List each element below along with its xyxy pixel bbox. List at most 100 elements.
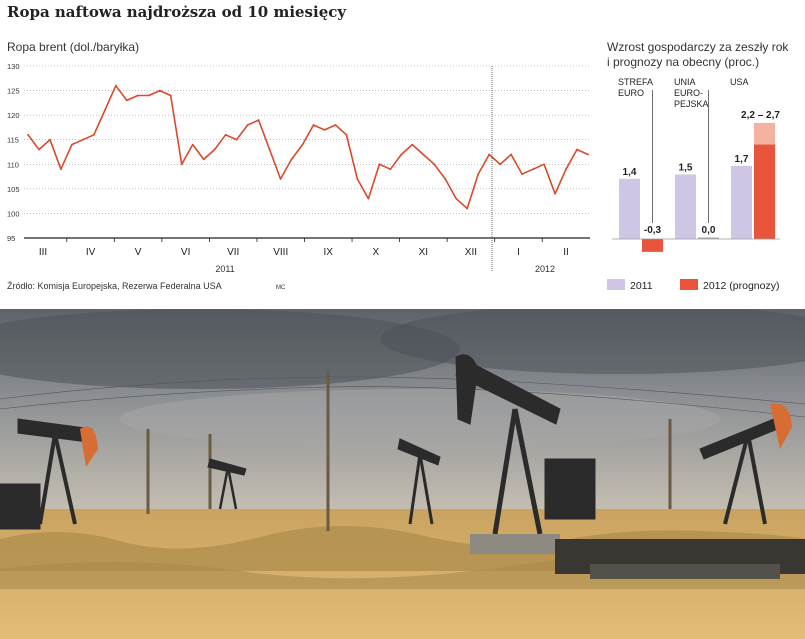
- bar-chart-title-line1: Wzrost gospodarczy za zeszły rok: [607, 40, 789, 54]
- bar-2011-value: 1,7: [735, 154, 749, 165]
- data-point: [158, 89, 161, 92]
- bar-2011: [675, 174, 696, 239]
- oil-field-photo: [0, 309, 805, 639]
- line-chart-grid: [24, 65, 590, 214]
- legend-swatch-2012: [680, 279, 698, 290]
- data-point: [82, 138, 84, 141]
- bar-2012-value: -0,3: [644, 225, 662, 236]
- month-label: X: [372, 247, 379, 258]
- bar-chart-legend: 2011 2012 (prognozy): [607, 279, 779, 292]
- category-label: USA: [730, 77, 749, 87]
- bar-2012-range: [754, 122, 775, 145]
- data-point: [301, 143, 304, 146]
- data-point: [378, 163, 381, 166]
- data-point: [455, 197, 458, 200]
- data-point: [367, 197, 370, 200]
- line-chart-title: Ropa brent (dol./baryłka): [7, 40, 139, 54]
- data-point: [356, 178, 359, 180]
- line-chart-x-labels: III IV V VI VII VIII IX X XI XII I II: [39, 238, 569, 258]
- month-label: II: [563, 247, 569, 258]
- data-point: [488, 153, 491, 156]
- data-point: [180, 163, 183, 166]
- data-point: [38, 148, 40, 151]
- category-label: PEJSKA: [674, 99, 709, 109]
- bar-2012: [698, 237, 719, 239]
- data-point: [213, 148, 216, 151]
- data-point: [587, 153, 589, 156]
- month-label: XII: [465, 247, 477, 258]
- data-point: [169, 94, 172, 97]
- month-label: IX: [324, 247, 334, 258]
- category-label: STREFA: [618, 77, 653, 87]
- category-label: UNIA: [674, 77, 696, 87]
- y-tick-label: 105: [7, 185, 20, 194]
- month-label: VII: [227, 247, 239, 258]
- data-point: [235, 138, 238, 141]
- data-point: [389, 168, 392, 171]
- infographic: Ropa brent (dol./baryłka) 95 100 105 110 115…: [7, 40, 789, 292]
- page-title: Ropa naftowa najdroższa od 10 miesięcy: [7, 3, 347, 21]
- data-point: [477, 173, 480, 176]
- data-point: [466, 207, 469, 210]
- data-point: [400, 153, 403, 156]
- data-point: [27, 133, 29, 136]
- data-point: [60, 168, 62, 171]
- data-point: [257, 119, 260, 121]
- y-tick-label: 120: [7, 111, 20, 120]
- data-point: [290, 158, 293, 161]
- y-tick-label: 115: [7, 136, 19, 145]
- month-label: V: [135, 247, 142, 258]
- data-point: [49, 138, 51, 141]
- bar-2011: [619, 178, 640, 239]
- y-tick-label: 130: [7, 62, 20, 71]
- month-label: VI: [181, 247, 190, 258]
- line-chart-year-labels: 2011 2012: [215, 264, 555, 274]
- month-label: I: [517, 247, 520, 258]
- data-point: [147, 94, 150, 97]
- bar-2011-value: 1,4: [623, 167, 637, 178]
- data-point: [554, 192, 556, 195]
- data-point: [532, 168, 534, 171]
- data-point: [202, 158, 205, 161]
- data-point: [543, 163, 545, 166]
- data-point: [345, 133, 348, 136]
- data-point: [334, 124, 337, 126]
- y-tick-label: 95: [7, 234, 15, 243]
- data-point: [71, 143, 73, 146]
- data-point: [279, 178, 282, 180]
- month-label: III: [39, 247, 47, 258]
- bar-2012: [642, 239, 663, 252]
- data-point: [246, 124, 249, 126]
- data-point: [136, 94, 139, 97]
- data-point: [411, 143, 414, 146]
- source-note: Źródło: Komisja Europejska, Rezerwa Fede…: [7, 281, 222, 291]
- bar-2012: [754, 144, 775, 239]
- line-chart-points: [27, 84, 589, 210]
- data-point: [114, 84, 117, 87]
- bar-2011: [731, 165, 752, 239]
- data-point: [521, 173, 524, 176]
- year-label: 2011: [215, 264, 234, 274]
- author-tag: MC: [276, 285, 286, 291]
- legend-swatch-2011: [607, 279, 625, 290]
- legend-label-2011: 2011: [630, 280, 653, 292]
- y-tick-label: 100: [7, 209, 20, 218]
- data-point: [191, 143, 194, 146]
- line-chart-y-axis: 95 100 105 110 115 120 125 130: [7, 62, 20, 243]
- data-point: [565, 168, 567, 171]
- data-point: [433, 163, 436, 166]
- category-label: EURO: [618, 88, 644, 98]
- data-point: [499, 163, 502, 166]
- data-point: [125, 99, 128, 102]
- data-point: [268, 148, 271, 151]
- data-point: [510, 153, 513, 156]
- oil-pump-jacks-illustration: [0, 309, 805, 639]
- data-point: [224, 133, 227, 136]
- bar-2012-value: 2,2 – 2,7: [741, 110, 780, 121]
- data-point: [444, 178, 447, 180]
- data-point: [312, 124, 315, 126]
- data-point: [422, 153, 425, 156]
- bar-2012-value: 0,0: [702, 225, 716, 236]
- y-tick-label: 125: [7, 87, 20, 96]
